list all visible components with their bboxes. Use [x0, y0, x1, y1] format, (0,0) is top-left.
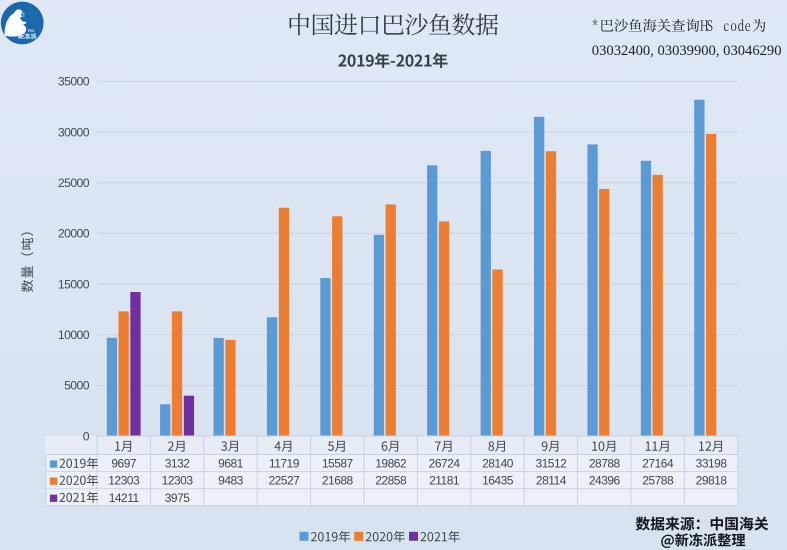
svg-text:29818: 29818 [696, 474, 728, 488]
svg-text:14211: 14211 [109, 491, 140, 505]
svg-text:21181: 21181 [429, 474, 460, 488]
svg-text:3975: 3975 [165, 491, 191, 505]
svg-text:27164: 27164 [642, 457, 674, 471]
svg-text:9697: 9697 [111, 457, 137, 471]
svg-text:12303: 12303 [108, 474, 140, 488]
svg-text:20000: 20000 [58, 227, 90, 241]
svg-text:3132: 3132 [165, 457, 191, 471]
svg-text:24396: 24396 [589, 474, 621, 488]
svg-text:12303: 12303 [162, 474, 194, 488]
svg-text:10000: 10000 [58, 328, 90, 342]
svg-text:9483: 9483 [218, 474, 244, 488]
svg-text:9681: 9681 [218, 457, 244, 471]
svg-text:30000: 30000 [58, 125, 90, 139]
svg-text:22858: 22858 [375, 474, 407, 488]
svg-text:22527: 22527 [268, 474, 300, 488]
svg-text:28114: 28114 [536, 474, 567, 488]
svg-text:11719: 11719 [269, 457, 300, 471]
svg-text:0: 0 [83, 429, 90, 443]
svg-text:25000: 25000 [58, 176, 90, 190]
svg-text:15587: 15587 [322, 457, 354, 471]
svg-text:25788: 25788 [642, 474, 674, 488]
svg-text:26724: 26724 [429, 457, 461, 471]
svg-text:28788: 28788 [589, 457, 621, 471]
svg-text:19862: 19862 [375, 457, 407, 471]
svg-text:03032400, 03039900, 03046290: 03032400, 03039900, 03046290 [592, 43, 782, 59]
svg-text:21688: 21688 [322, 474, 354, 488]
svg-text:16435: 16435 [482, 474, 514, 488]
svg-text:35000: 35000 [58, 75, 90, 89]
svg-text:33198: 33198 [696, 457, 728, 471]
svg-text:31512: 31512 [535, 457, 567, 471]
svg-text:28140: 28140 [482, 457, 514, 471]
svg-text:FCC: FCC [28, 29, 35, 33]
svg-text:5000: 5000 [64, 379, 90, 393]
svg-text:15000: 15000 [58, 277, 90, 291]
